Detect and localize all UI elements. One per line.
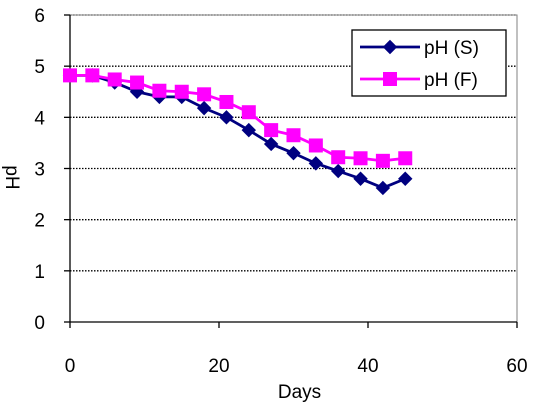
x-tick-label-60: 60 — [506, 356, 527, 377]
data-point — [264, 123, 279, 138]
data-point — [219, 110, 234, 125]
data-point — [130, 75, 145, 90]
legend-entry-1: pH (S) — [360, 38, 479, 59]
data-point — [85, 68, 100, 83]
y-tick-label-2: 2 — [34, 211, 45, 232]
y-tick-label-5: 5 — [34, 57, 45, 78]
data-point — [219, 94, 234, 109]
data-point — [308, 156, 324, 171]
data-point — [330, 163, 346, 179]
y-tick-label-0: 0 — [34, 313, 45, 334]
data-point — [197, 87, 212, 102]
y-tick-label-6: 6 — [34, 6, 45, 27]
data-point — [353, 151, 368, 166]
y-tick-label-1: 1 — [34, 262, 45, 283]
data-point — [196, 100, 212, 116]
legend-label: pH (F) — [424, 70, 478, 91]
x-axis-title: Days — [278, 382, 321, 403]
data-point — [331, 150, 346, 165]
data-point — [241, 122, 257, 138]
series-line — [70, 73, 406, 163]
data-point — [375, 153, 390, 168]
data-point — [174, 84, 189, 99]
data-point — [241, 105, 256, 120]
series-layer — [62, 68, 413, 196]
legend-label: pH (S) — [424, 38, 479, 59]
x-tick-label-40: 40 — [357, 356, 378, 377]
y-tick-label-4: 4 — [34, 108, 45, 129]
y-axis-title: pH — [1, 165, 22, 189]
data-point — [152, 83, 167, 98]
axes — [64, 14, 518, 328]
legend-entry-2: pH (F) — [360, 70, 478, 91]
data-point — [263, 136, 279, 152]
data-point — [375, 180, 391, 196]
data-point — [286, 145, 301, 161]
x-tick-label-20: 20 — [208, 356, 229, 377]
legend-marker — [383, 72, 397, 86]
data-point — [107, 72, 122, 87]
x-tick-label-0: 0 — [65, 356, 76, 377]
legend: pH (S) pH (F) — [351, 29, 507, 97]
data-point — [398, 171, 413, 186]
legend-box — [351, 29, 507, 97]
data-point — [308, 138, 323, 153]
y-tick-label-3: 3 — [34, 160, 45, 181]
legend-marker — [382, 39, 398, 55]
data-point — [63, 68, 77, 83]
data-point — [398, 151, 413, 166]
data-point — [353, 171, 368, 186]
series-line — [70, 73, 406, 190]
data-point — [286, 128, 301, 143]
series-2 — [63, 68, 413, 168]
